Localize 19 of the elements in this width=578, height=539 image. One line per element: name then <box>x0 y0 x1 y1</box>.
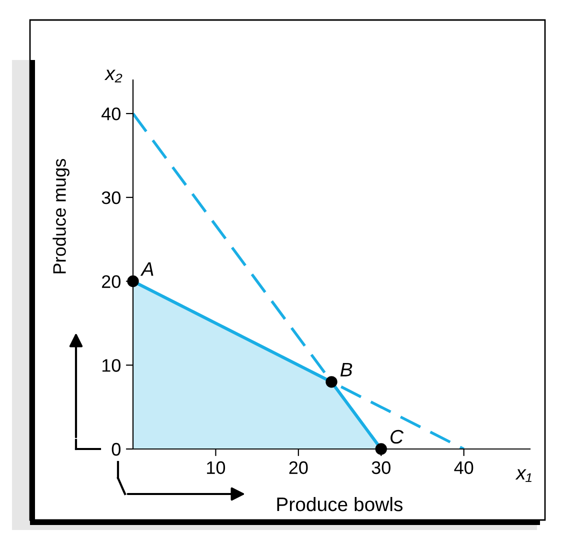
annotation: A <box>140 262 154 276</box>
annotation: B <box>340 362 352 376</box>
y-tick-label: 20 <box>102 275 120 288</box>
y-tick-label: 10 <box>102 359 120 372</box>
x-axis-title: Produce bowls <box>277 496 403 512</box>
point <box>326 376 338 388</box>
annotation: C <box>390 430 404 444</box>
x-tick-label: 20 <box>289 461 308 474</box>
x-tick-label: 10 <box>207 461 226 474</box>
x-tick-label: 40 <box>454 461 474 474</box>
point <box>375 443 387 455</box>
y-axis-title: Produce mugs <box>52 158 70 274</box>
text: x₂ <box>104 70 122 82</box>
y-tick-label: 30 <box>102 191 120 204</box>
y-tick-label: 0 <box>112 442 120 456</box>
y-tick-label: 40 <box>102 107 120 120</box>
x-tick-label: 30 <box>372 461 390 474</box>
text: x₁ <box>515 469 532 482</box>
point <box>127 275 139 288</box>
